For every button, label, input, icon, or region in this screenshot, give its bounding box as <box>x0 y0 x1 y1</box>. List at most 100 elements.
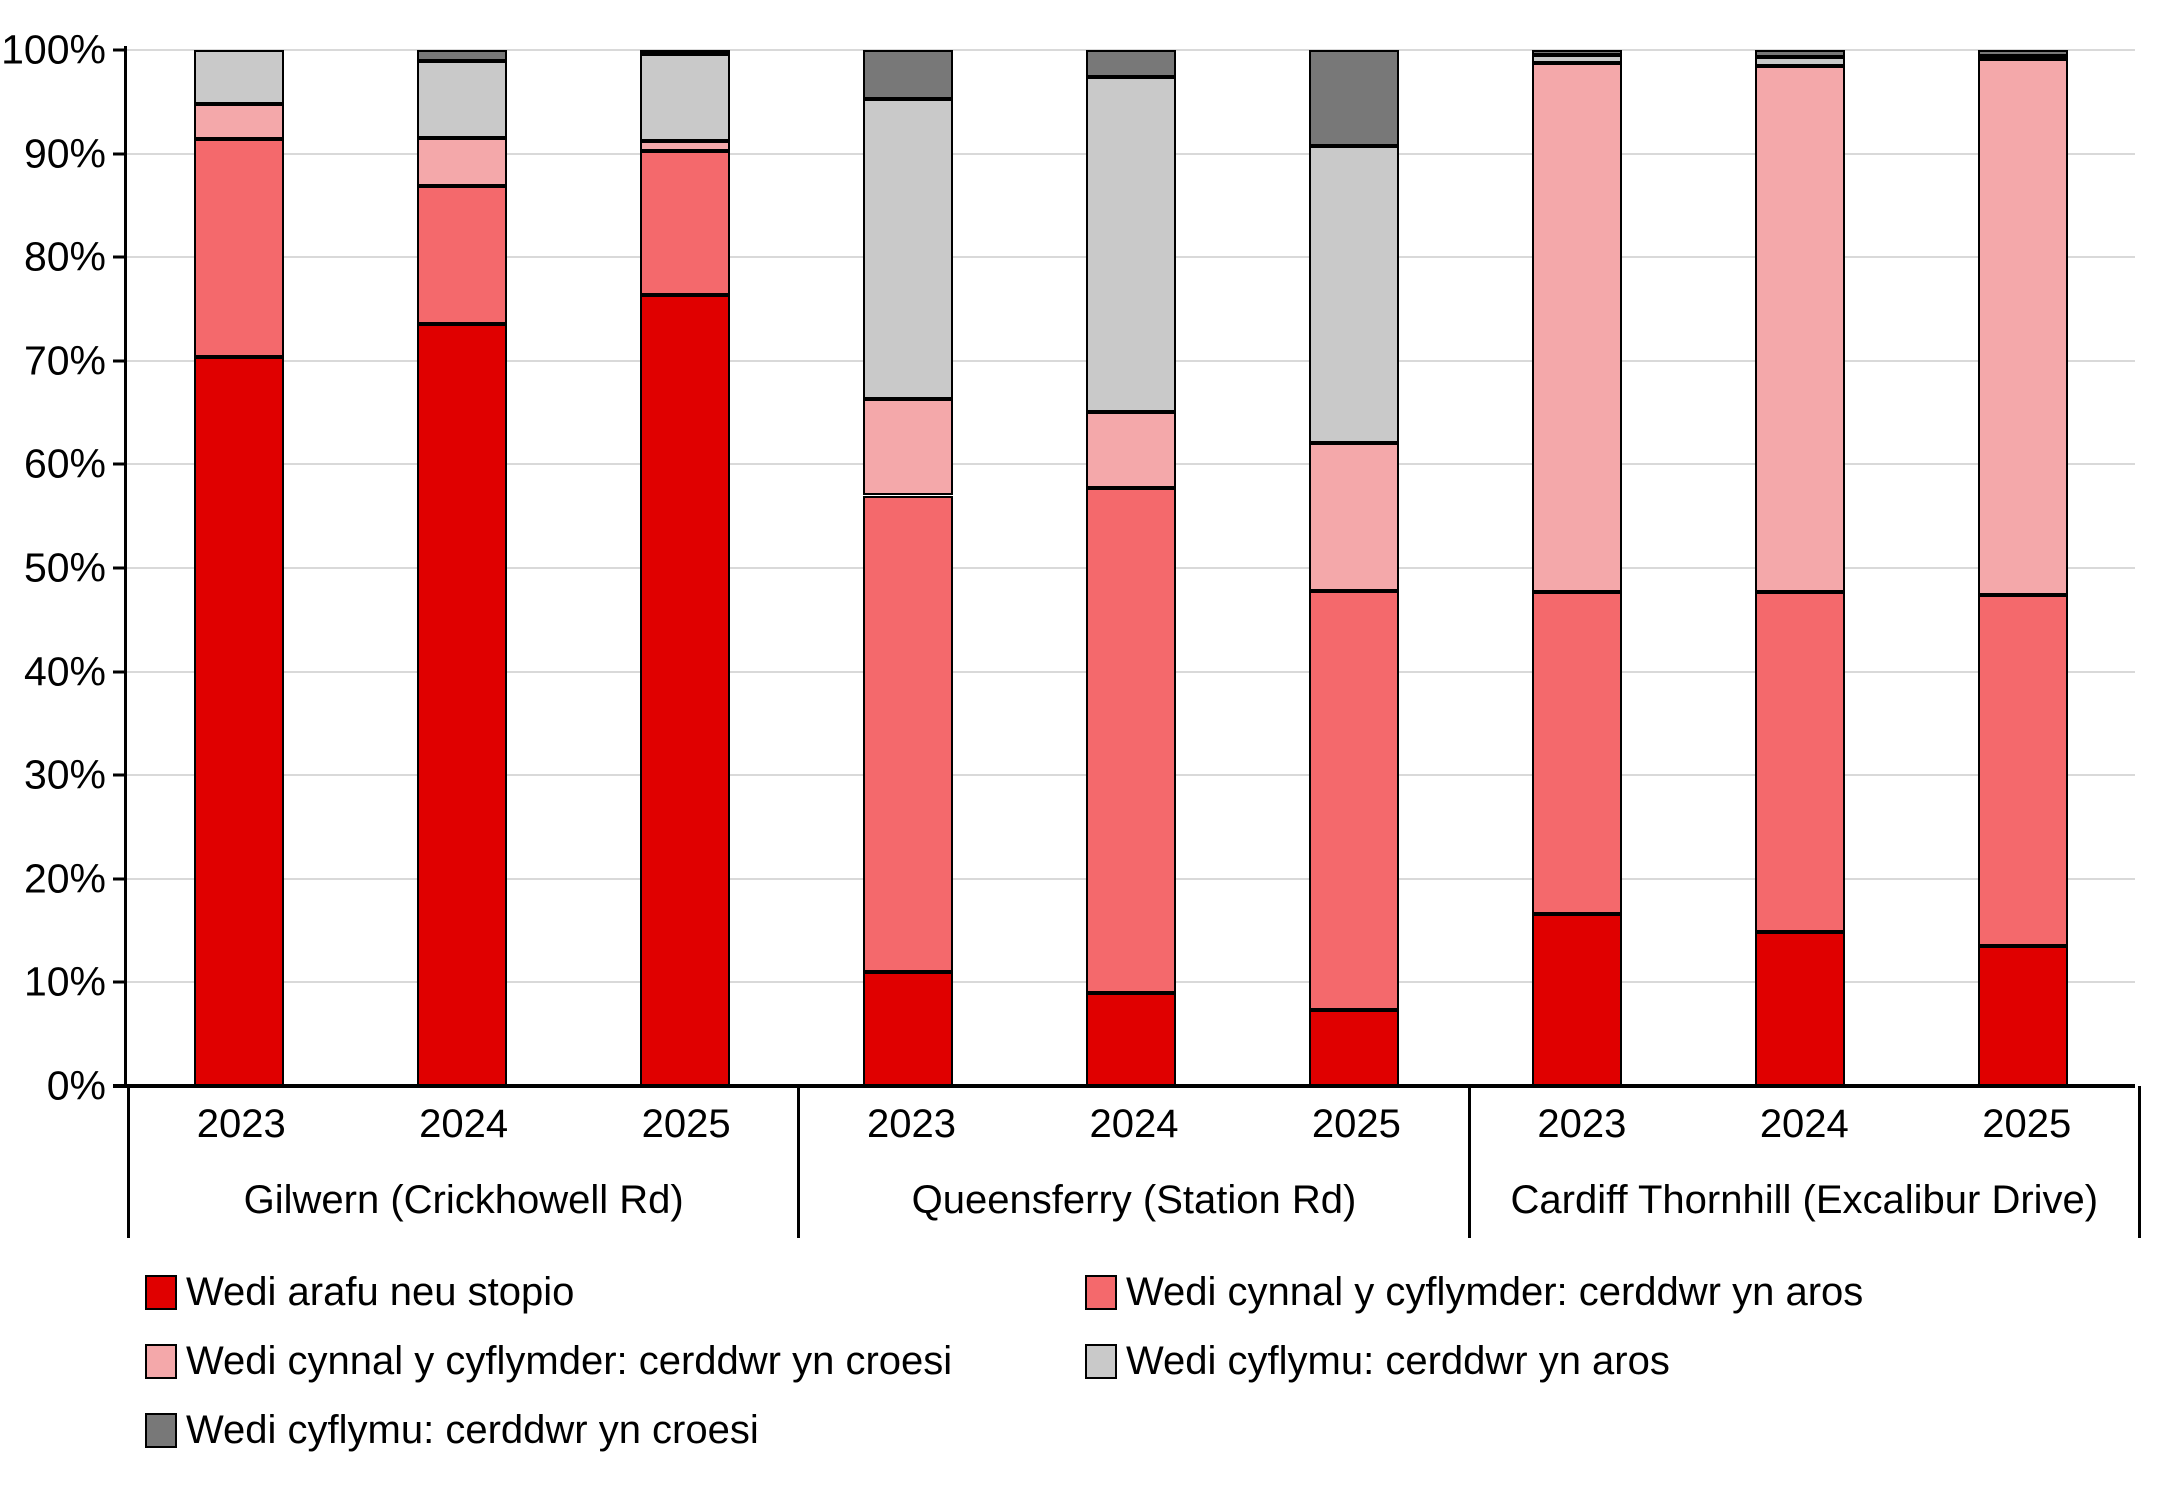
bar-segment <box>1978 50 2069 57</box>
legend-item: Wedi cynnal y cyflymder: cerddwr yn aros <box>1085 1272 1863 1312</box>
legend-label: Wedi arafu neu stopio <box>186 1270 575 1314</box>
bar-segment <box>862 98 953 400</box>
year-row: 2023 2024 2025 <box>800 1086 1467 1162</box>
y-axis-line <box>124 46 127 1088</box>
legend-swatch <box>145 1274 177 1310</box>
bar-segment <box>1085 76 1176 412</box>
bar-segment <box>1755 931 1846 1086</box>
bar-slot <box>1689 50 1912 1086</box>
plot-area <box>113 46 2135 1088</box>
bar-segment <box>416 50 507 62</box>
bar <box>1309 50 1400 1086</box>
y-axis-tick-label: 80% <box>23 233 106 280</box>
bar-segment <box>416 323 507 1086</box>
year-row: 2023 2024 2025 <box>1471 1086 2138 1162</box>
bar-segment <box>1309 442 1400 591</box>
year-label: 2023 <box>196 1101 286 1146</box>
bar-segment <box>416 61 507 139</box>
y-axis-tick-label: 20% <box>23 855 106 902</box>
bar <box>1755 50 1846 1086</box>
x-axis-group: 2023 2024 2025 Queensferry (Station Rd) <box>797 1086 1467 1238</box>
bar-slot <box>1019 50 1242 1086</box>
bar-slot <box>127 50 350 1086</box>
bar-segment <box>1309 590 1400 1011</box>
legend-swatch <box>1085 1274 1117 1310</box>
year-row: 2023 2024 2025 <box>130 1086 797 1162</box>
bar-slot <box>1243 50 1466 1086</box>
bar-segment <box>1755 57 1846 66</box>
year-label: 2024 <box>1089 1101 1179 1146</box>
year-label: 2024 <box>419 1101 509 1146</box>
y-tick <box>113 152 127 156</box>
y-tick <box>113 462 127 466</box>
bar <box>639 50 730 1086</box>
bar <box>416 50 507 1086</box>
legend-swatch <box>1085 1343 1117 1379</box>
legend-swatch <box>145 1343 177 1379</box>
bar-segment <box>1755 50 1846 58</box>
legend-row: Wedi cynnal y cyflymder: cerddwr yn croe… <box>145 1337 1863 1385</box>
bar-slot <box>1466 50 1689 1086</box>
bar-segment <box>193 356 284 1086</box>
y-axis-tick-label: 90% <box>23 130 106 177</box>
y-axis-tick-label: 40% <box>23 648 106 695</box>
bar <box>1532 50 1623 1086</box>
bar-segment <box>1532 55 1623 64</box>
bar-segment <box>1085 488 1176 993</box>
bar-segment <box>1085 992 1176 1086</box>
bar-segment <box>1532 591 1623 915</box>
bar-segment <box>1085 411 1176 489</box>
bar-segment <box>1309 1010 1400 1086</box>
bar-segment <box>862 50 953 99</box>
legend-item: Wedi cyflymu: cerddwr yn croesi <box>145 1410 1085 1450</box>
y-axis-tick-label: 60% <box>23 440 106 487</box>
bar <box>1978 50 2069 1086</box>
y-axis-tick-label: 0% <box>46 1062 106 1109</box>
y-tick <box>113 877 127 881</box>
bar-segment <box>1309 50 1400 147</box>
y-tick <box>113 359 127 363</box>
y-axis-tick-label: 100% <box>1 26 106 73</box>
y-tick <box>113 773 127 777</box>
year-label: 2023 <box>1537 1101 1627 1146</box>
y-tick <box>113 255 127 259</box>
bar-segment <box>1755 65 1846 592</box>
group-label: Cardiff Thornhill (Excalibur Drive) <box>1510 1177 2099 1222</box>
year-label: 2025 <box>1311 1101 1401 1146</box>
group-label: Gilwern (Crickhowell Rd) <box>243 1177 684 1222</box>
bar-segment <box>1532 63 1623 592</box>
bar-segment <box>1532 914 1623 1086</box>
y-axis-tick-label: 70% <box>23 337 106 384</box>
legend-item: Wedi cyflymu: cerddwr yn aros <box>1085 1341 1670 1381</box>
legend-label: Wedi cyflymu: cerddwr yn aros <box>1126 1339 1670 1383</box>
y-axis-tick-label: 50% <box>23 544 106 591</box>
legend-row: Wedi cyflymu: cerddwr yn croesi <box>145 1406 1863 1454</box>
bars-container <box>127 50 2135 1086</box>
y-tick <box>113 670 127 674</box>
bar-segment <box>862 495 953 973</box>
bar-segment <box>639 150 730 295</box>
year-label: 2025 <box>1982 1101 2072 1146</box>
x-axis-label-area: 2023 2024 2025 Gilwern (Crickhowell Rd) 2023… <box>127 1086 2141 1238</box>
bar-slot <box>1912 50 2135 1086</box>
bar-segment <box>862 399 953 496</box>
year-label: 2025 <box>641 1101 731 1146</box>
x-axis-line <box>113 1084 2135 1088</box>
x-axis-group: 2023 2024 2025 Gilwern (Crickhowell Rd) <box>130 1086 797 1238</box>
year-label: 2023 <box>867 1101 957 1146</box>
y-axis-tick-label: 30% <box>23 751 106 798</box>
bar-segment <box>416 185 507 324</box>
bar-segment <box>639 50 730 55</box>
year-label: 2024 <box>1759 1101 1849 1146</box>
y-tick <box>113 980 127 984</box>
bar <box>1085 50 1176 1086</box>
bar <box>862 50 953 1086</box>
bar-segment <box>416 138 507 186</box>
legend-item: Wedi cynnal y cyflymder: cerddwr yn croe… <box>145 1341 1085 1381</box>
y-tick <box>113 566 127 570</box>
legend-item: Wedi arafu neu stopio <box>145 1272 1085 1312</box>
bar-segment <box>1532 50 1623 56</box>
legend-label: Wedi cyflymu: cerddwr yn croesi <box>186 1408 759 1452</box>
bar-segment <box>1755 591 1846 932</box>
y-tick <box>113 48 127 52</box>
